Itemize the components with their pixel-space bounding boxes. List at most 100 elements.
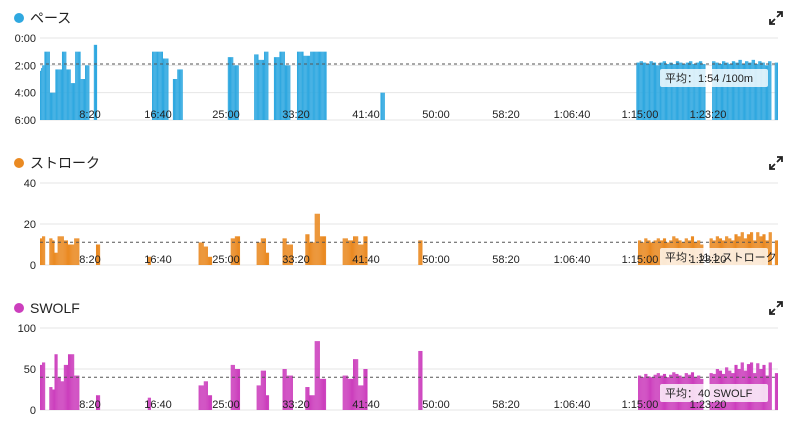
bar (305, 387, 307, 410)
bar (65, 51, 67, 120)
bar (40, 238, 42, 265)
bar (318, 51, 321, 120)
y-tick-label: 2:00 (15, 60, 36, 72)
bar (283, 238, 285, 265)
bar (366, 236, 368, 265)
bar (350, 378, 352, 410)
bar (43, 236, 45, 265)
bar (758, 61, 760, 120)
bar (763, 62, 765, 120)
bar (60, 381, 62, 410)
bar (774, 62, 776, 120)
bar (638, 375, 640, 410)
bar (642, 62, 645, 120)
bar (69, 244, 71, 265)
bar (93, 44, 95, 121)
bar (659, 62, 661, 120)
bar (713, 61, 715, 120)
bar (282, 51, 284, 120)
bar (88, 65, 90, 120)
bar (40, 70, 42, 120)
bar (268, 252, 270, 265)
bar (234, 369, 236, 410)
bar (320, 236, 322, 265)
x-tick-label: 33:20 (282, 109, 310, 121)
bar (303, 55, 305, 121)
bar (304, 55, 306, 121)
bar (661, 62, 663, 120)
bar (199, 385, 201, 410)
bar (701, 61, 703, 120)
bar (259, 242, 261, 265)
swolf-expand-icon[interactable] (769, 301, 783, 315)
bar (642, 242, 644, 265)
bar (731, 61, 733, 120)
x-tick-label: 50:00 (422, 109, 450, 121)
bar (648, 63, 650, 120)
bar (692, 63, 694, 120)
bar (654, 240, 656, 265)
bar (53, 389, 55, 410)
bar (349, 378, 351, 410)
x-tick-label: 58:20 (492, 254, 520, 266)
bar (256, 54, 258, 120)
bar (639, 240, 641, 265)
bar (739, 59, 741, 120)
bar (310, 51, 312, 120)
bar (770, 362, 772, 410)
bar (652, 377, 654, 410)
bar (703, 63, 705, 120)
bar (382, 92, 384, 120)
bar (285, 238, 287, 265)
stroke-title: ストローク (30, 155, 100, 171)
x-tick-label: 50:00 (422, 399, 450, 411)
bar (323, 51, 325, 120)
bar (67, 354, 70, 410)
bar (351, 378, 354, 410)
bar (149, 256, 151, 265)
bar (266, 51, 268, 120)
bar (285, 369, 287, 410)
bar (742, 63, 744, 120)
bar (644, 62, 646, 120)
x-tick-label: 41:40 (352, 109, 380, 121)
bar (166, 58, 168, 120)
bar (361, 385, 363, 410)
bar (94, 44, 97, 121)
bar (229, 57, 232, 120)
bar (364, 236, 366, 265)
bar (207, 256, 209, 265)
pace-expand-icon[interactable] (769, 11, 783, 25)
bar (198, 385, 200, 410)
bar (77, 375, 79, 410)
stroke-expand-icon[interactable] (769, 156, 783, 170)
bar (738, 59, 740, 120)
swolf-chart: 100 50 0 平均：40 SWOLF 8:20 16:40 25:00 33:20 41:4… (18, 323, 778, 417)
bar (97, 244, 99, 265)
bar (728, 63, 730, 120)
bar (360, 385, 362, 410)
bar (644, 238, 646, 265)
bar (148, 397, 150, 410)
bar (647, 240, 649, 265)
bar (41, 364, 43, 410)
bar (636, 62, 638, 120)
bar (70, 354, 72, 410)
bar (694, 63, 696, 120)
bar (724, 61, 726, 120)
bar (273, 57, 276, 120)
bar (753, 59, 755, 120)
bar (152, 51, 154, 120)
y-tick-label: 6:00 (15, 115, 36, 127)
bar (343, 238, 345, 265)
bar (286, 244, 288, 265)
bar (43, 65, 45, 120)
bar (288, 375, 290, 410)
bar (344, 375, 346, 410)
bar (730, 63, 732, 120)
bar (316, 51, 318, 120)
bar (59, 236, 61, 265)
bar (258, 59, 260, 120)
bar (179, 69, 181, 120)
bar (643, 377, 645, 410)
